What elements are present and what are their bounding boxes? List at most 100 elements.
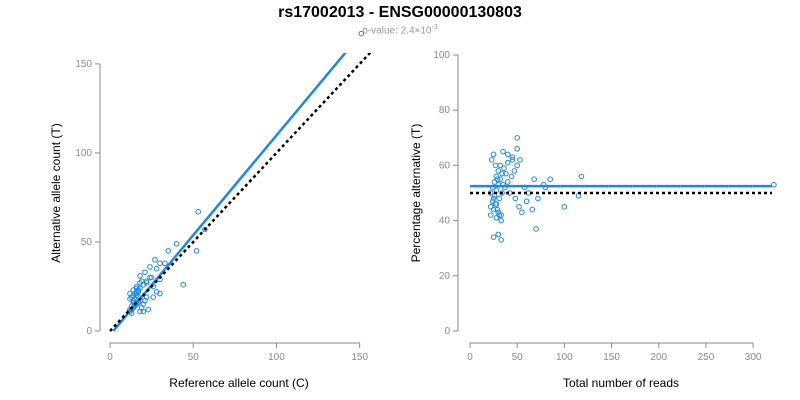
right-data-point	[495, 231, 502, 238]
right-data-point	[489, 198, 496, 205]
right-data-point	[492, 162, 499, 169]
right-x-tick-label: 50	[512, 352, 524, 363]
right-data-point	[533, 226, 539, 232]
right-data-point	[531, 176, 537, 182]
right-data-point	[501, 165, 507, 171]
right-data-point	[494, 176, 501, 182]
left-data-point	[358, 30, 365, 37]
right-data-point	[493, 173, 500, 180]
right-y-axis-title: Percentage alternative (T)	[409, 124, 423, 263]
p-value-exponent: -3	[431, 24, 438, 31]
right-data-point	[508, 173, 515, 180]
right-data-point	[493, 215, 500, 221]
right-y-tick-label: 0	[444, 326, 450, 337]
right-x-tick-label: 200	[650, 352, 667, 363]
right-data-point	[503, 170, 509, 177]
right-data-point	[488, 157, 495, 163]
right-data-point	[490, 234, 497, 240]
right-data-point	[509, 157, 516, 163]
right-data-point	[493, 201, 500, 207]
left-y-tick-label: 100	[75, 148, 92, 159]
right-data-point	[500, 148, 506, 155]
right-data-point	[498, 217, 504, 224]
left-data-point	[140, 308, 147, 315]
left-y-axis-title: Alternative allele count (T)	[49, 123, 63, 262]
right-data-point	[535, 195, 541, 202]
right-data-point	[498, 237, 504, 243]
right-data-point	[561, 204, 568, 210]
right-x-axis-title: Total number of reads	[563, 376, 679, 390]
right-x-tick-label: 100	[556, 352, 573, 363]
right-data-point	[547, 176, 554, 182]
right-data-point	[519, 209, 525, 216]
right-data-point	[529, 206, 536, 213]
right-data-point	[511, 168, 518, 174]
right-data-point	[504, 179, 511, 185]
right-data-point	[523, 198, 530, 205]
right-y-tick-label: 20	[439, 271, 451, 282]
right-data-point	[487, 212, 494, 218]
right-data-point	[490, 195, 497, 202]
right-data-point	[496, 212, 503, 218]
left-data-point	[137, 273, 143, 279]
right-x-tick-label: 300	[745, 352, 762, 363]
right-data-point	[517, 157, 523, 163]
left-data-point	[148, 274, 155, 281]
left-data-point	[133, 285, 140, 292]
left-data-point	[173, 240, 180, 247]
left-data-point	[162, 260, 168, 267]
right-data-point	[487, 204, 494, 210]
right-data-point	[499, 170, 505, 177]
right-data-point	[498, 212, 504, 218]
right-y-tick-label: 100	[433, 50, 450, 61]
left-y-tick-label: 150	[75, 59, 92, 70]
right-data-point	[512, 195, 519, 202]
left-y-tick-label: 0	[86, 326, 92, 337]
right-data-point	[514, 135, 520, 141]
right-x-tick-label: 150	[603, 352, 620, 363]
left-data-point	[130, 297, 137, 304]
right-data-point	[509, 154, 516, 160]
p-value-text: p-value: 2.4×10	[362, 25, 432, 37]
left-x-tick-label: 0	[107, 352, 113, 363]
right-data-point	[504, 159, 511, 166]
left-data-point	[150, 294, 157, 300]
chart-title: rs17002013 - ENSG00000130803	[278, 4, 522, 21]
right-data-point	[514, 162, 520, 169]
left-data-point	[193, 248, 200, 254]
left-x-tick-label: 50	[188, 352, 200, 363]
left-data-point	[157, 260, 163, 267]
left-data-point	[195, 208, 202, 215]
right-data-point	[504, 151, 511, 158]
left-x-tick-label: 150	[351, 352, 368, 363]
right-data-point	[497, 176, 504, 182]
right-data-point	[494, 206, 501, 213]
right-data-point	[514, 146, 520, 152]
right-y-tick-label: 80	[439, 105, 451, 116]
left-data-point	[152, 256, 158, 263]
left-x-axis-title: Reference allele count (C)	[169, 376, 308, 390]
left-data-point	[157, 290, 163, 297]
right-plot: 0 50 100 150 200 250 300 0 20 40 60 80 100 Total numb…	[409, 50, 777, 390]
right-data-point	[771, 181, 777, 188]
left-data-point	[138, 278, 145, 284]
left-data-point	[143, 280, 150, 286]
left-data-point	[142, 269, 148, 276]
left-plot: 0 50 100 150 0 50 100 150 Reference allele count…	[49, 30, 372, 390]
left-data-point	[147, 264, 153, 270]
left-data-point	[180, 281, 187, 288]
left-data-point	[143, 294, 150, 300]
right-x-tick-label: 0	[467, 352, 473, 363]
chart-subtitle: p-value: 2.4×10-3	[0, 24, 800, 36]
left-x-tick-label: 100	[268, 352, 285, 363]
right-y-tick-label: 60	[439, 160, 451, 171]
right-data-point	[578, 173, 585, 180]
right-data-point	[491, 179, 498, 185]
right-y-tick-label: 40	[439, 216, 451, 227]
right-data-point	[496, 195, 503, 202]
right-data-point	[490, 206, 497, 213]
left-reference-line	[109, 53, 372, 332]
right-data-point	[516, 204, 522, 210]
right-x-tick-label: 250	[698, 352, 715, 363]
